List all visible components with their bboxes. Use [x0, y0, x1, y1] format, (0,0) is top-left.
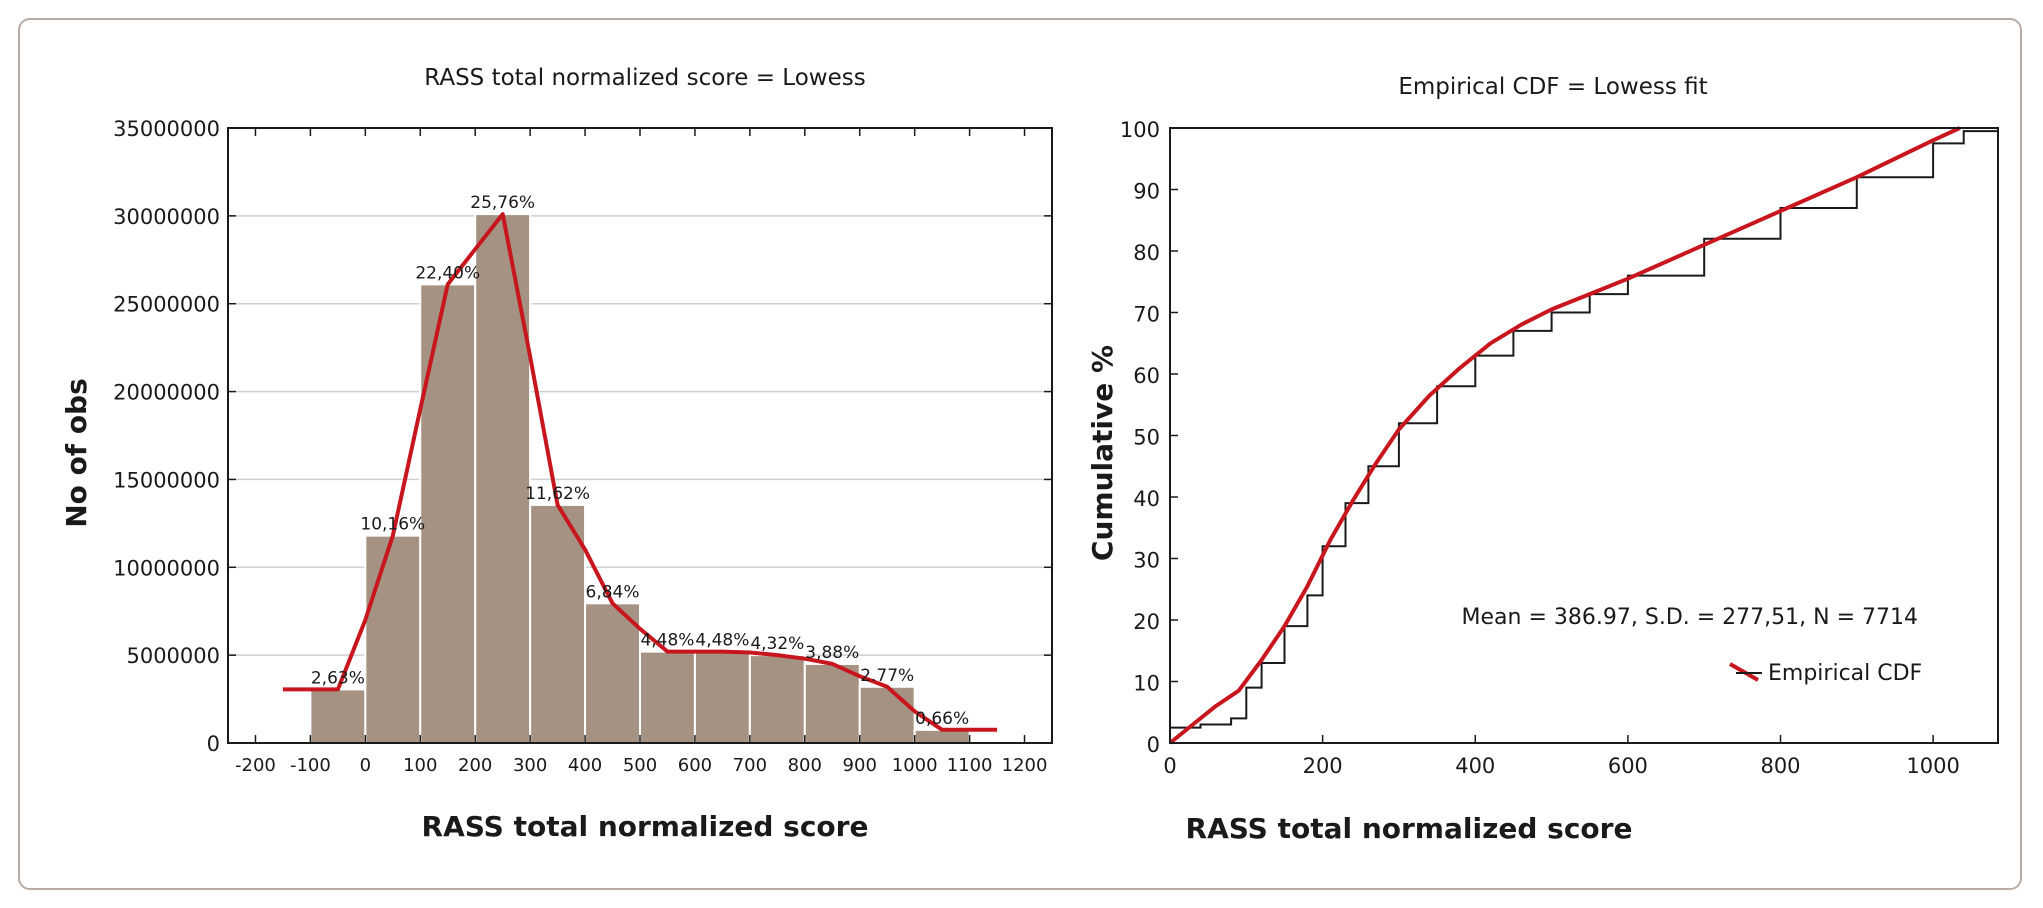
bar-data-label: 22,40%	[415, 263, 480, 283]
bar-data-label: 0,66%	[915, 709, 969, 729]
lowess-curve	[282, 212, 998, 732]
bar-data-label: 4,32%	[750, 634, 804, 654]
x-tick-label: 500	[623, 755, 657, 776]
cdf-legend: Empirical CDF	[1729, 661, 1922, 686]
y-tick-label: 30000000	[113, 205, 220, 229]
cdf-chart: Empirical CDF = Lowess fit RASS total no…	[1086, 74, 1999, 845]
plot-border	[1169, 127, 1999, 744]
bar-data-label: 25,76%	[470, 193, 535, 213]
y-tick-label: 5000000	[126, 644, 220, 668]
histogram-bar	[858, 685, 916, 744]
x-tick-label: 1100	[947, 755, 993, 776]
cdf-series	[1168, 126, 1999, 745]
x-tick-label: 1000	[892, 755, 938, 776]
histogram-bars	[309, 213, 971, 745]
histogram-bar	[529, 503, 587, 744]
y-tick-label: 10	[1133, 672, 1160, 696]
y-tick-label: 80	[1133, 241, 1160, 265]
y-tick-label: 0	[207, 732, 220, 756]
bar-data-label: 3,88%	[805, 643, 859, 663]
bar-data-label: 11,62%	[525, 484, 590, 504]
lowess-fit-line	[1168, 126, 1961, 745]
histogram-bar	[803, 662, 861, 745]
y-tick-label: 15000000	[113, 468, 220, 492]
y-tick-label: 70	[1133, 303, 1160, 327]
x-tick-label: -100	[290, 755, 331, 776]
histogram-bar	[748, 654, 806, 745]
y-tick-label: 20	[1133, 610, 1160, 634]
histogram-chart: RASS total normalized score = Lowess RAS…	[60, 65, 1053, 843]
bar-data-label: 2,63%	[311, 668, 365, 688]
bar-data-label: 6,84%	[586, 582, 640, 602]
x-tick-label: 0	[360, 755, 371, 776]
x-tick-label: 400	[1455, 754, 1495, 778]
x-tick-label: 1000	[1906, 754, 1959, 778]
histogram-bar	[639, 650, 696, 745]
histogram-y-axis-label: No of obs	[60, 378, 93, 528]
x-tick-label: 700	[733, 755, 767, 776]
histogram-lowess-line	[282, 212, 998, 732]
bar-data-label: 2.77%	[860, 666, 914, 686]
x-tick-label: 900	[843, 755, 877, 776]
x-tick-label: -200	[235, 755, 276, 776]
x-tick-label: 600	[1608, 754, 1648, 778]
y-tick-label: 10000000	[113, 556, 220, 580]
y-tick-label: 30	[1133, 549, 1160, 573]
y-tick-label: 0	[1147, 733, 1160, 757]
histogram-axes: 0 5000000 10000000 15000000 20000000 25000000…	[113, 117, 1053, 776]
x-tick-label: 0	[1163, 754, 1176, 778]
y-tick-label: 35000000	[113, 117, 220, 141]
bar-data-label: 4,48%	[695, 631, 749, 651]
y-tick-label: 90	[1133, 180, 1160, 204]
histogram-bar	[364, 534, 422, 745]
histogram-bar	[419, 283, 477, 744]
figure-frame	[18, 18, 2022, 890]
histogram-bar	[693, 650, 751, 745]
histogram-bar	[584, 602, 641, 744]
bar-data-label: 4,48%	[640, 631, 694, 651]
y-tick-label: 100	[1120, 118, 1160, 142]
bar-data-label: 10,16%	[360, 515, 425, 535]
cdf-summary-annotation: Mean = 386.97, S.D. = 277,51, N = 7714	[1462, 605, 1918, 630]
histogram-x-axis-label: RASS total normalized score	[422, 810, 869, 843]
histogram-bar	[309, 688, 367, 745]
y-tick-label: 50	[1133, 426, 1160, 450]
x-tick-label: 800	[1760, 754, 1800, 778]
x-tick-label: 300	[513, 755, 547, 776]
y-tick-label: 40	[1133, 487, 1160, 511]
x-tick-label: 400	[568, 755, 602, 776]
x-tick-label: 200	[458, 755, 492, 776]
cdf-y-axis-label: Cumulative %	[1086, 345, 1119, 561]
cdf-title: Empirical CDF = Lowess fit	[1398, 74, 1707, 100]
x-tick-label: 100	[403, 755, 437, 776]
y-tick-label: 20000000	[113, 381, 220, 405]
x-tick-label: 1200	[1002, 755, 1048, 776]
x-tick-label: 800	[788, 755, 822, 776]
histogram-bar	[474, 213, 532, 745]
histogram-title: RASS total normalized score = Lowess	[424, 65, 865, 91]
x-tick-label: 200	[1303, 754, 1343, 778]
x-tick-label: 600	[678, 755, 712, 776]
legend-entry-empirical-cdf: Empirical CDF	[1768, 661, 1922, 686]
histogram-bar-labels: 2,63%10,16%22,40%25,76%11,62%6,84%4,48% 4…	[311, 193, 969, 729]
y-tick-label: 60	[1133, 364, 1160, 388]
empirical-cdf-step-line	[1170, 128, 1999, 729]
cdf-x-axis-label: RASS total normalized score	[1186, 812, 1633, 845]
y-tick-label: 25000000	[113, 293, 220, 317]
histogram-gridlines	[228, 215, 1052, 656]
